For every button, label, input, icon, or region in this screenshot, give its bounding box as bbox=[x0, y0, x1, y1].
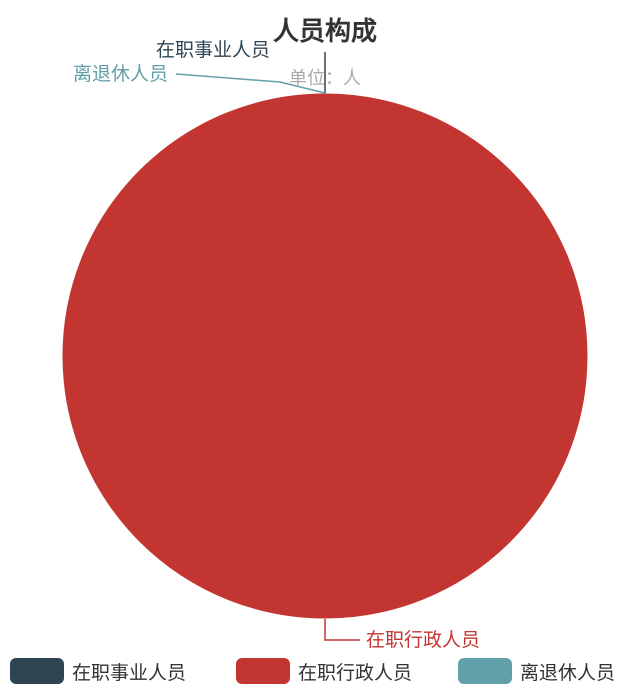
legend: 在职事业人员 在职行政人员 离退休人员 bbox=[10, 658, 615, 684]
pie-slices bbox=[61, 92, 589, 620]
legend-swatch-0 bbox=[10, 658, 64, 684]
legend-label-1: 在职行政人员 bbox=[298, 662, 412, 684]
slice-label-0: 在职事业人员 bbox=[156, 39, 270, 61]
legend-item-2[interactable]: 离退休人员 bbox=[458, 658, 615, 684]
legend-item-1[interactable]: 在职行政人员 bbox=[236, 658, 412, 684]
leader-line-2 bbox=[175, 73, 326, 94]
legend-label-2: 离退休人员 bbox=[520, 662, 615, 684]
legend-label-0: 在职事业人员 bbox=[72, 662, 186, 684]
leader-line-1 bbox=[324, 619, 360, 641]
legend-swatch-1 bbox=[236, 658, 290, 684]
slice-label-2: 离退休人员 bbox=[73, 63, 168, 85]
legend-swatch-2 bbox=[458, 658, 512, 684]
legend-item-0[interactable]: 在职事业人员 bbox=[10, 658, 186, 684]
chart-title: 人员构成 bbox=[273, 17, 377, 47]
slice-label-1: 在职行政人员 bbox=[366, 629, 480, 651]
slice-1[interactable] bbox=[61, 92, 589, 620]
